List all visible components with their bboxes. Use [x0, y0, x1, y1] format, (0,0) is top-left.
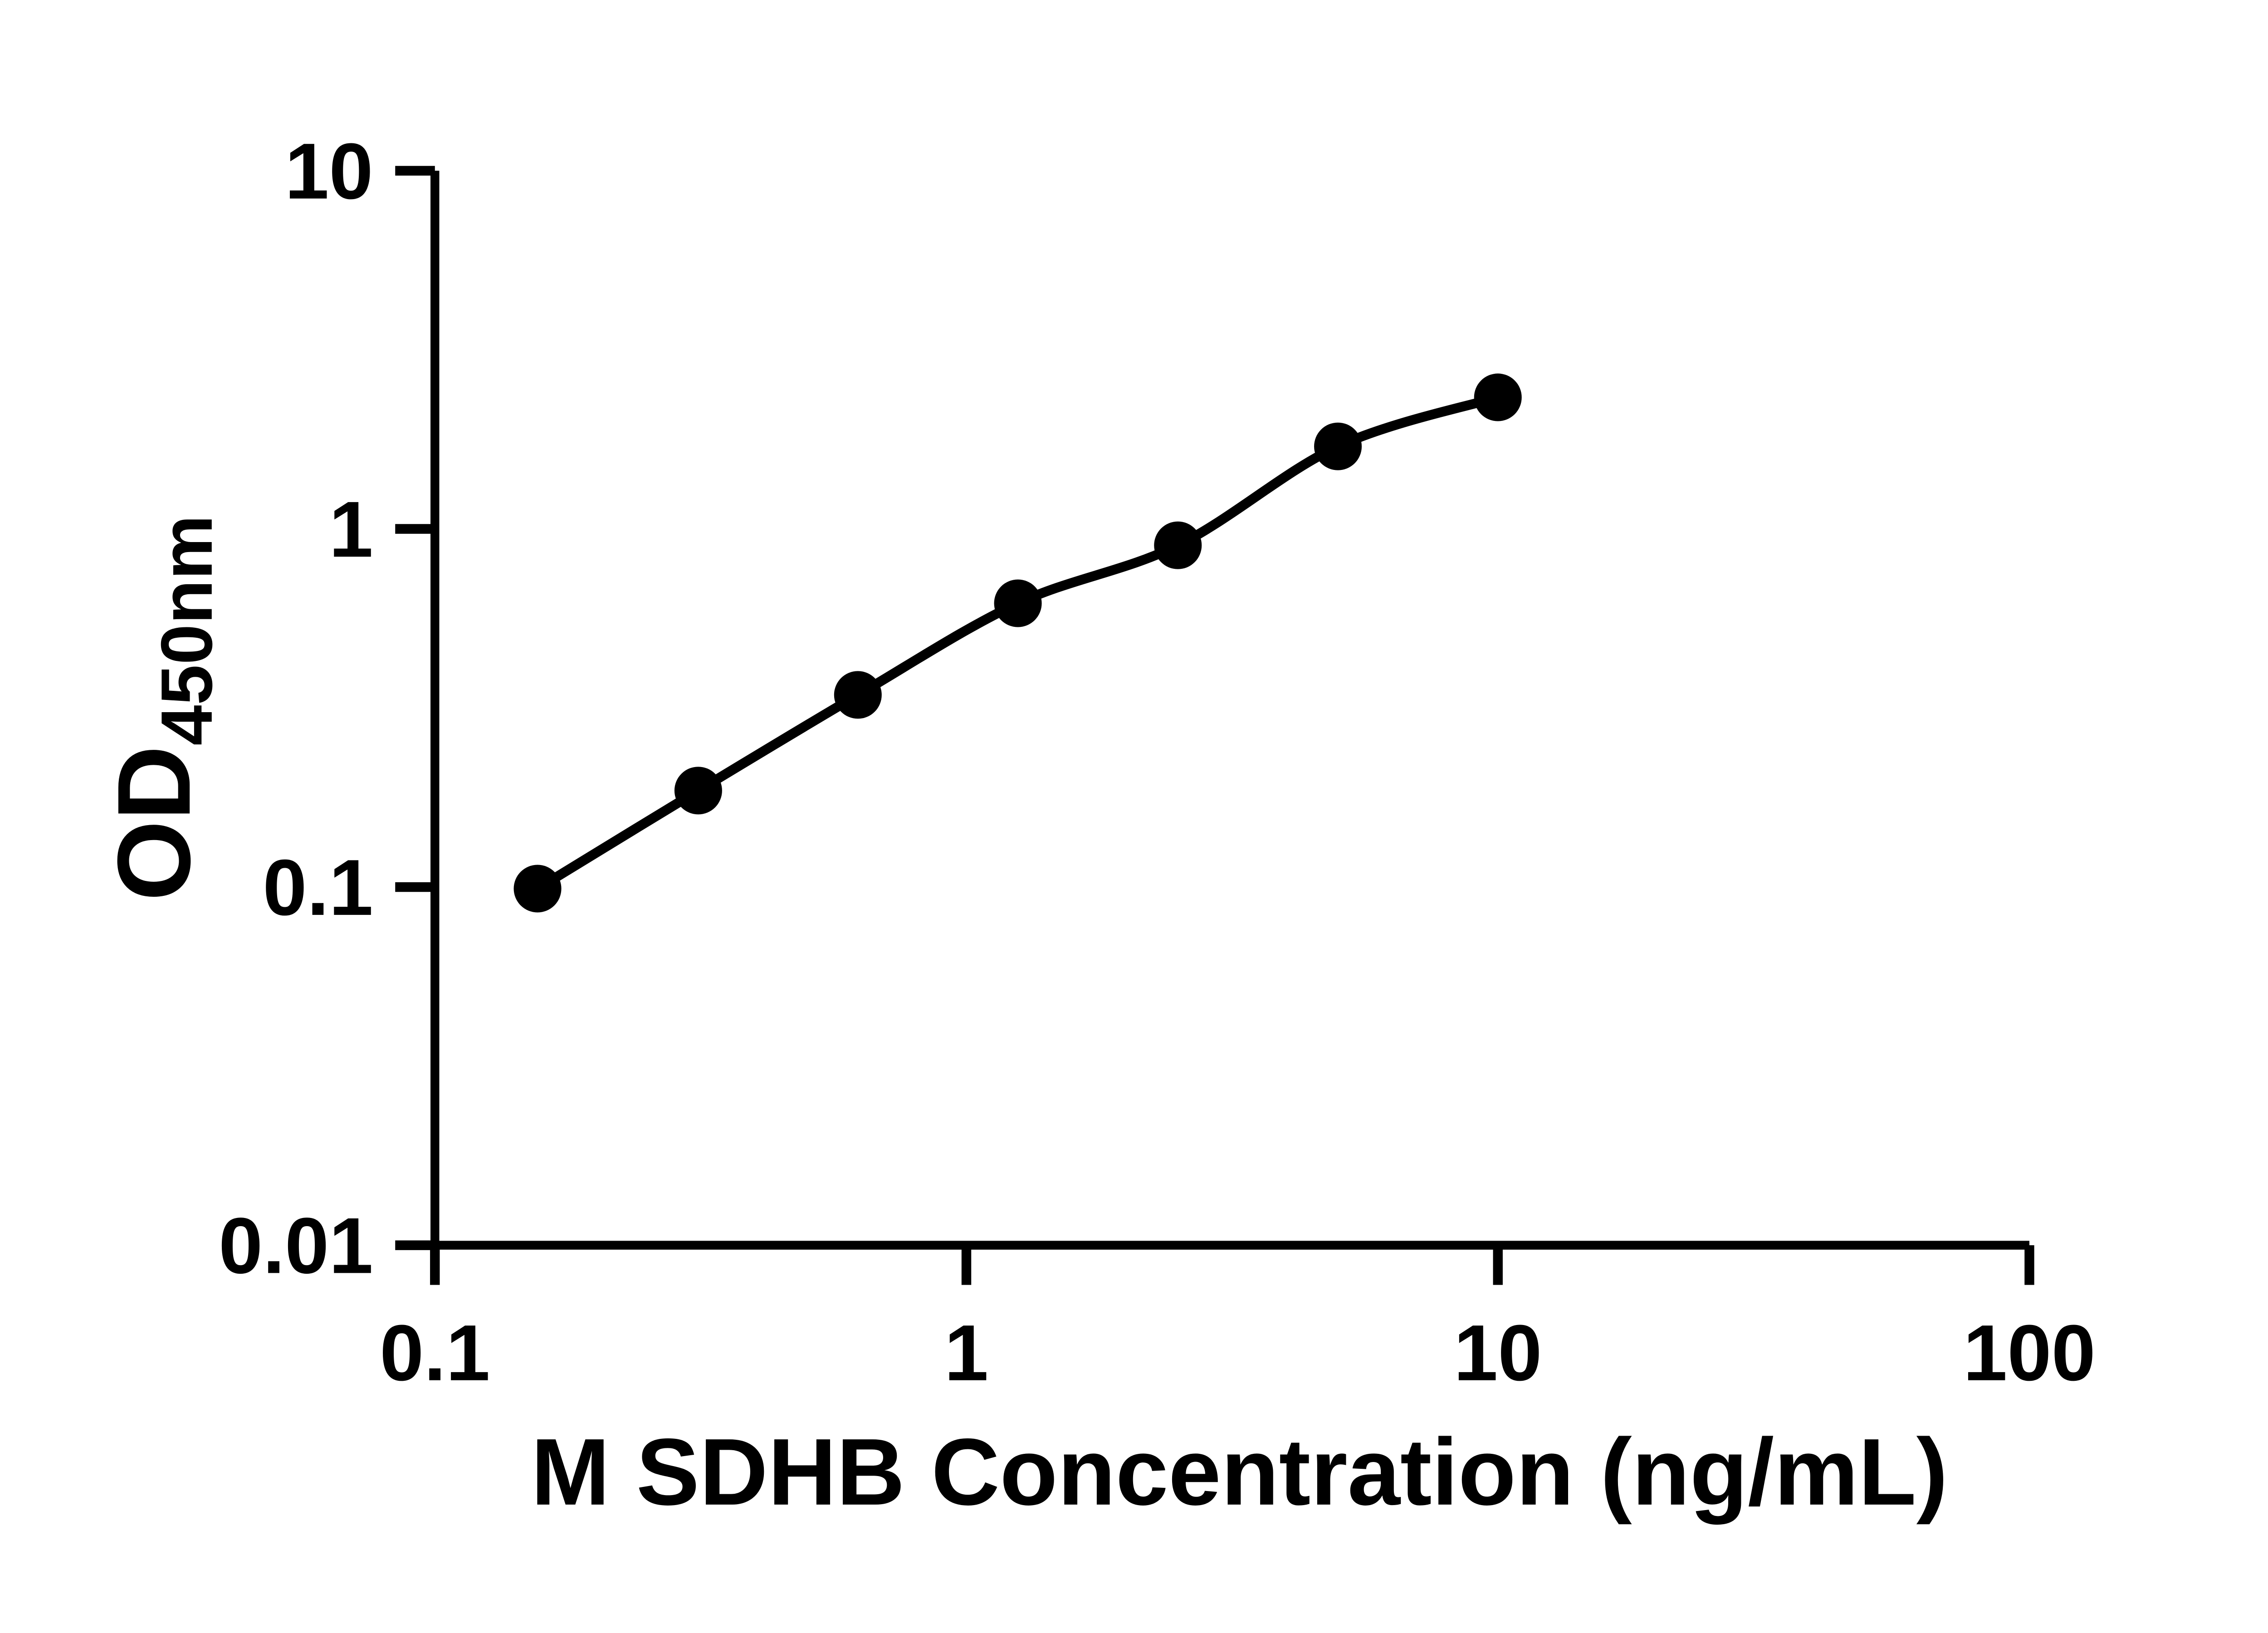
y-tick-label: 1 — [329, 485, 373, 574]
y-tick-label: 0.01 — [219, 1202, 373, 1290]
data-point — [1154, 521, 1202, 569]
y-axis-title: OD450nm — [96, 515, 227, 901]
data-point — [674, 767, 722, 815]
data-point — [994, 579, 1042, 627]
x-tick-label: 0.1 — [380, 1309, 490, 1398]
y-axis-tick-labels: 10 1 0.1 0.01 — [219, 127, 373, 1291]
x-axis-title: M SDHB Concentration (ng/mL) — [531, 1419, 1948, 1525]
x-axis-ticks — [430, 1245, 2034, 1285]
x-axis-tick-labels: 0.1 1 10 100 — [380, 1309, 2096, 1398]
y-axis-ticks — [395, 166, 435, 1250]
y-tick-label: 10 — [285, 127, 373, 216]
data-point — [1314, 422, 1362, 470]
data-point — [834, 671, 882, 719]
y-axis-title-subscript: 450nm — [146, 515, 227, 745]
data-point — [513, 865, 562, 913]
x-tick-label: 1 — [944, 1309, 988, 1398]
data-points — [513, 373, 1522, 913]
x-tick-label: 100 — [1963, 1309, 2096, 1398]
y-axis-title-main: OD — [96, 746, 212, 901]
y-tick-label: 0.1 — [263, 844, 373, 932]
fitted-curve-line — [533, 392, 1503, 894]
data-point — [1474, 373, 1522, 421]
x-tick-label: 10 — [1454, 1309, 1542, 1398]
